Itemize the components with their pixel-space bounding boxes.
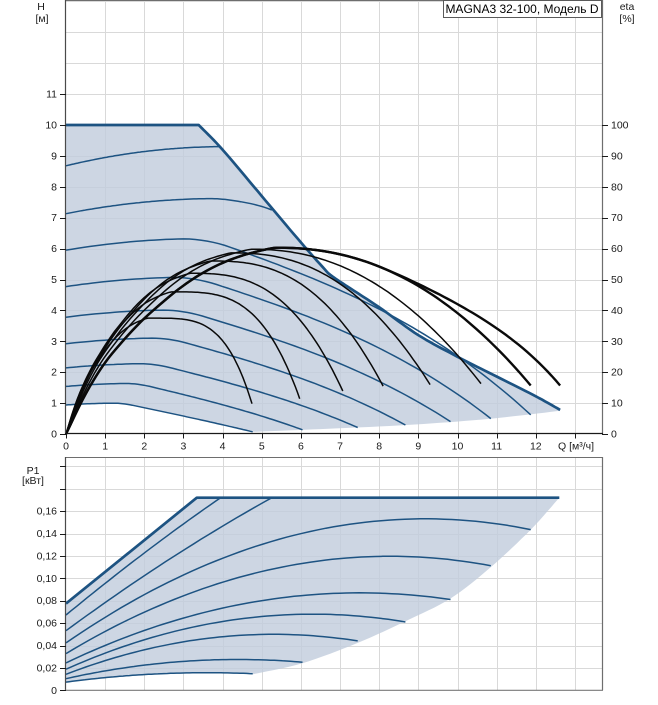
svg-text:20: 20 <box>611 367 623 379</box>
svg-text:4: 4 <box>51 305 57 317</box>
svg-text:90: 90 <box>611 150 623 162</box>
svg-text:10: 10 <box>452 441 464 453</box>
svg-text:[%]: [%] <box>619 13 634 25</box>
svg-text:60: 60 <box>611 243 623 255</box>
svg-text:70: 70 <box>611 212 623 224</box>
svg-text:[м]: [м] <box>35 13 48 25</box>
svg-text:0,14: 0,14 <box>37 528 58 540</box>
svg-text:0,12: 0,12 <box>37 550 58 562</box>
svg-text:0: 0 <box>63 441 69 453</box>
svg-text:11: 11 <box>491 441 502 453</box>
svg-text:0: 0 <box>611 429 617 441</box>
svg-text:H: H <box>37 1 45 13</box>
svg-text:3: 3 <box>180 441 186 453</box>
svg-text:40: 40 <box>611 305 623 317</box>
svg-text:Q [м³/ч]: Q [м³/ч] <box>558 441 594 453</box>
svg-text:7: 7 <box>337 441 343 453</box>
svg-text:7: 7 <box>51 212 57 224</box>
svg-text:0,08: 0,08 <box>37 595 58 607</box>
svg-text:eta: eta <box>620 1 635 13</box>
svg-text:9: 9 <box>51 150 57 162</box>
svg-text:11: 11 <box>46 89 57 101</box>
svg-text:6: 6 <box>298 441 304 453</box>
svg-text:6: 6 <box>51 243 57 255</box>
svg-text:10: 10 <box>45 120 57 132</box>
svg-text:0,16: 0,16 <box>37 506 58 518</box>
svg-text:0: 0 <box>51 685 57 697</box>
svg-text:0,02: 0,02 <box>37 662 58 674</box>
svg-text:4: 4 <box>220 441 226 453</box>
svg-text:P1: P1 <box>27 465 40 477</box>
svg-text:0,04: 0,04 <box>37 640 58 652</box>
svg-text:10: 10 <box>611 398 623 410</box>
svg-text:5: 5 <box>259 441 265 453</box>
svg-text:9: 9 <box>415 441 421 453</box>
svg-text:80: 80 <box>611 181 623 193</box>
svg-text:[кВт]: [кВт] <box>22 475 44 487</box>
svg-text:MAGNA3 32-100, Модель D: MAGNA3 32-100, Модель D <box>445 2 598 16</box>
svg-text:8: 8 <box>51 181 57 193</box>
svg-text:1: 1 <box>102 441 108 453</box>
svg-text:12: 12 <box>530 441 542 453</box>
svg-text:50: 50 <box>611 274 623 286</box>
svg-text:0,06: 0,06 <box>37 618 58 630</box>
svg-text:2: 2 <box>51 367 57 379</box>
svg-text:100: 100 <box>611 120 629 132</box>
svg-text:5: 5 <box>51 274 57 286</box>
svg-text:0: 0 <box>51 429 57 441</box>
svg-text:0,10: 0,10 <box>37 573 58 585</box>
svg-text:3: 3 <box>51 336 57 348</box>
svg-text:2: 2 <box>141 441 147 453</box>
svg-text:8: 8 <box>376 441 382 453</box>
svg-text:30: 30 <box>611 336 623 348</box>
svg-text:1: 1 <box>51 398 57 410</box>
